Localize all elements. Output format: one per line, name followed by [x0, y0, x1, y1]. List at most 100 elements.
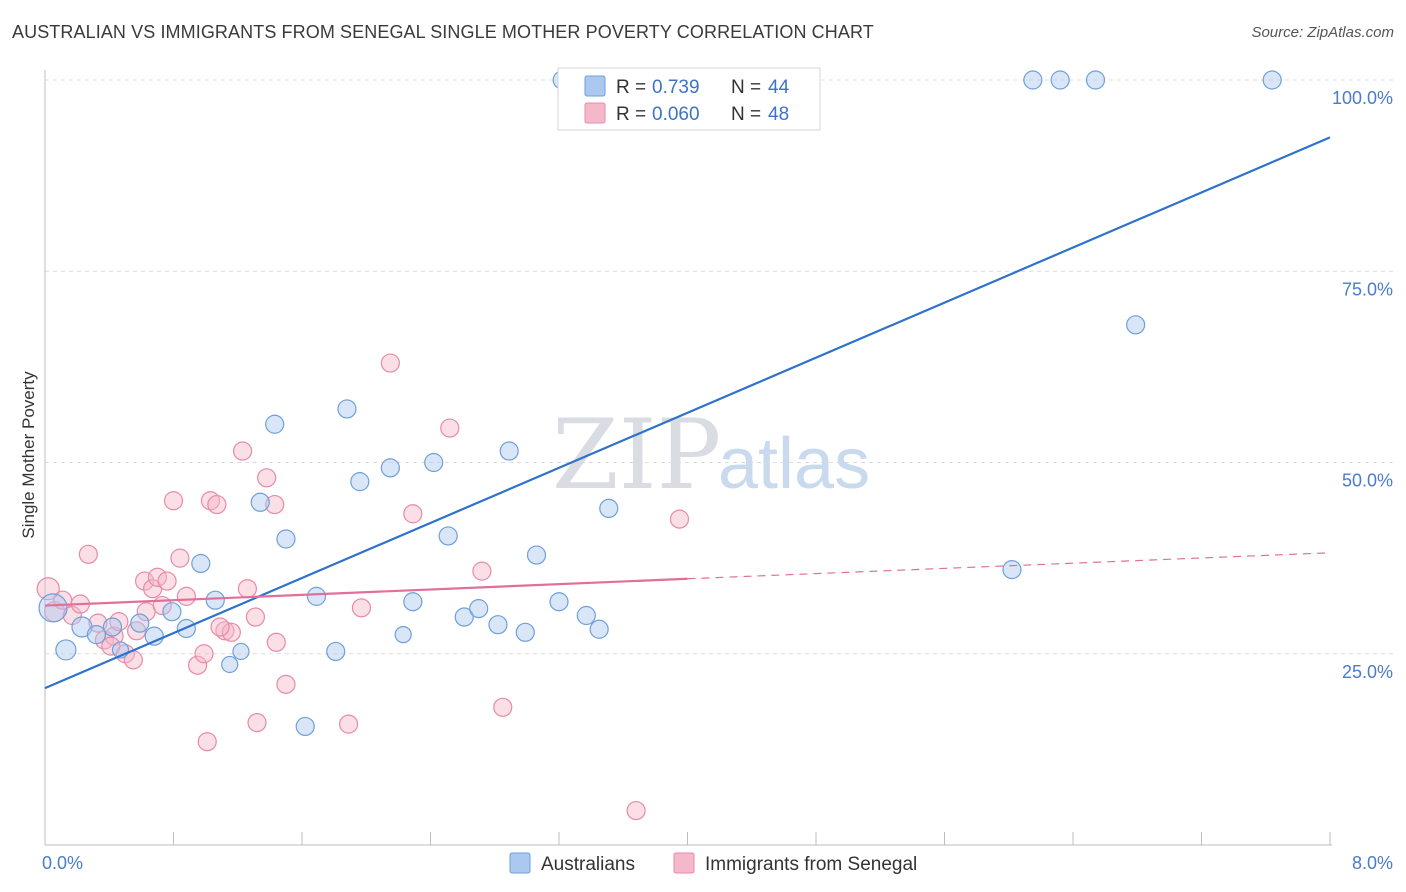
data-point-australians [144, 626, 164, 646]
data-point-senegal [194, 644, 214, 664]
data-point-senegal [403, 504, 423, 524]
data-point-australians [589, 619, 609, 639]
data-point-australians [438, 526, 458, 546]
data-point-australians [1085, 70, 1106, 90]
data-point-australians [469, 599, 489, 619]
data-point-senegal [338, 714, 359, 734]
trend-lines [44, 136, 1331, 690]
y-tick-label: 75.0% [1342, 279, 1393, 299]
data-point-senegal [626, 800, 646, 821]
data-point-senegal [163, 491, 184, 511]
data-point-senegal [210, 617, 230, 637]
data-point-australians [221, 655, 239, 674]
data-point-senegal [197, 732, 217, 752]
data-point-australians [191, 553, 211, 574]
data-point-senegal [157, 571, 177, 591]
tick-labels: 25.0% 50.0% 75.0% 100.0% 0.0% 8.0% [42, 88, 1393, 873]
watermark: ZIP atlas [552, 399, 870, 511]
data-point-australians [515, 622, 535, 642]
data-point-australians [403, 592, 423, 612]
data-point-senegal [109, 612, 129, 632]
data-point-senegal [380, 353, 400, 373]
data-point-australians [380, 458, 400, 478]
data-point-senegal [351, 598, 372, 618]
y-tick-label: 50.0% [1342, 471, 1393, 491]
data-point-senegal [265, 494, 285, 515]
data-point-australians [576, 605, 596, 626]
data-point-australians [250, 492, 270, 512]
data-point-senegal [440, 418, 460, 438]
data-point-australians [55, 639, 77, 661]
data-point-senegal [245, 607, 266, 627]
bottom-legend-senegal: Immigrants from Senegal [705, 854, 917, 875]
y-tick-label: 25.0% [1342, 662, 1393, 682]
stats-legend: R = 0.739 N = 44 R = 0.060 N = 48 [557, 67, 821, 131]
data-point-australians [454, 607, 474, 627]
chart-title: AUSTRALIAN VS IMMIGRANTS FROM SENEGAL SI… [12, 22, 874, 42]
legend-n-label: N = [731, 104, 761, 125]
data-point-australians [86, 625, 107, 645]
legend-n-value: 44 [768, 77, 790, 98]
data-point-senegal [147, 567, 168, 587]
data-point-australians [162, 602, 182, 622]
legend-n-label: N = [731, 77, 761, 98]
data-point-senegal [207, 494, 227, 515]
data-point-australians [276, 529, 296, 549]
data-point-australians [350, 472, 370, 492]
watermark-atlas: atlas [718, 424, 870, 504]
data-point-senegal [266, 632, 286, 652]
trendline-senegal-extension [687, 552, 1331, 580]
source-credit: Source: ZipAtlas.com [1251, 24, 1394, 41]
data-point-senegal [493, 697, 513, 717]
trendline-australians [44, 136, 1331, 690]
y-tick-label: 100.0% [1332, 88, 1393, 108]
data-point-senegal [232, 441, 253, 461]
legend-r-value: 0.739 [652, 77, 700, 98]
data-point-australians [326, 641, 346, 662]
data-point-australians [424, 452, 444, 473]
bottom-legend-swatch-senegal [673, 852, 695, 874]
trendline-senegal [44, 577, 688, 607]
x-tick-label: 8.0% [1352, 853, 1393, 873]
data-point-australians [337, 399, 357, 419]
data-point-australians [1002, 559, 1022, 580]
series-legend: Australians Immigrants from Senegal [509, 852, 917, 875]
data-point-senegal [472, 561, 492, 581]
data-point-australians [130, 613, 150, 633]
axes [44, 70, 1332, 846]
series-australians-points [38, 70, 1282, 737]
data-point-senegal [276, 674, 296, 694]
data-point-australians [102, 617, 123, 637]
bottom-legend-australians: Australians [541, 854, 635, 875]
data-point-senegal [257, 468, 277, 488]
data-point-australians [526, 545, 547, 565]
legend-swatch-australians [584, 75, 606, 97]
data-point-australians [1126, 315, 1146, 335]
grid-lines [45, 79, 1395, 655]
data-point-senegal [101, 636, 121, 656]
watermark-zip: ZIP [552, 399, 721, 511]
data-point-senegal [247, 712, 267, 733]
bottom-legend-swatch-australians [509, 852, 531, 874]
data-point-australians [549, 592, 569, 612]
data-point-senegal [134, 571, 155, 591]
data-point-australians [306, 586, 327, 606]
data-point-australians [1262, 70, 1282, 90]
data-point-senegal [187, 655, 208, 675]
data-point-australians [295, 716, 315, 737]
data-point-australians [599, 498, 619, 518]
data-point-australians [1050, 70, 1070, 90]
data-point-australians [394, 626, 412, 644]
data-point-senegal [170, 548, 190, 568]
data-point-australians [205, 590, 225, 610]
data-point-senegal [78, 544, 98, 564]
data-point-australians [265, 414, 285, 434]
legend-r-label: R = [616, 77, 646, 98]
data-point-senegal [669, 509, 690, 529]
data-point-australians [499, 441, 519, 461]
data-point-australians [488, 615, 508, 635]
x-tick-label: 0.0% [42, 853, 83, 873]
data-point-senegal [221, 622, 241, 642]
legend-r-label: R = [616, 104, 646, 125]
